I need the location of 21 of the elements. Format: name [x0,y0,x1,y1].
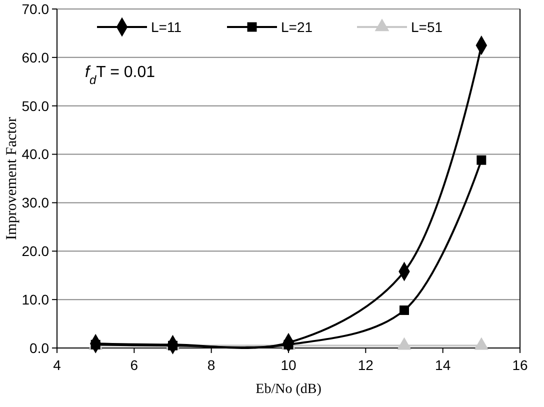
x-tick-label: 8 [207,357,216,373]
x-axis-title: Eb/No (dB) [256,382,322,397]
legend-label: L=21 [281,18,313,35]
y-tick-label: 30.0 [22,194,50,211]
x-tick-label: 10 [280,357,296,373]
legend-label: L=51 [411,18,443,35]
annotation: f$_{d}$T = 0.01 [85,64,156,87]
y-tick-label: 70.0 [22,0,50,17]
y-tick-label: 10.0 [22,291,50,308]
y-tick-label: 20.0 [22,243,50,260]
x-tick-label: 12 [358,357,374,373]
y-tick-label: 40.0 [22,146,50,162]
y-axis-title: Improvement Factor [4,117,20,240]
x-tick-label: 6 [130,357,138,373]
legend-label: L=11 [151,18,182,35]
x-tick-label: 4 [53,357,62,373]
x-tick-label: 16 [512,357,528,373]
y-tick-label: 50.0 [22,98,50,114]
y-tick-label: 0.0 [30,340,50,356]
x-tick-label: 14 [435,357,451,373]
y-tick-label: 60.0 [22,49,50,66]
